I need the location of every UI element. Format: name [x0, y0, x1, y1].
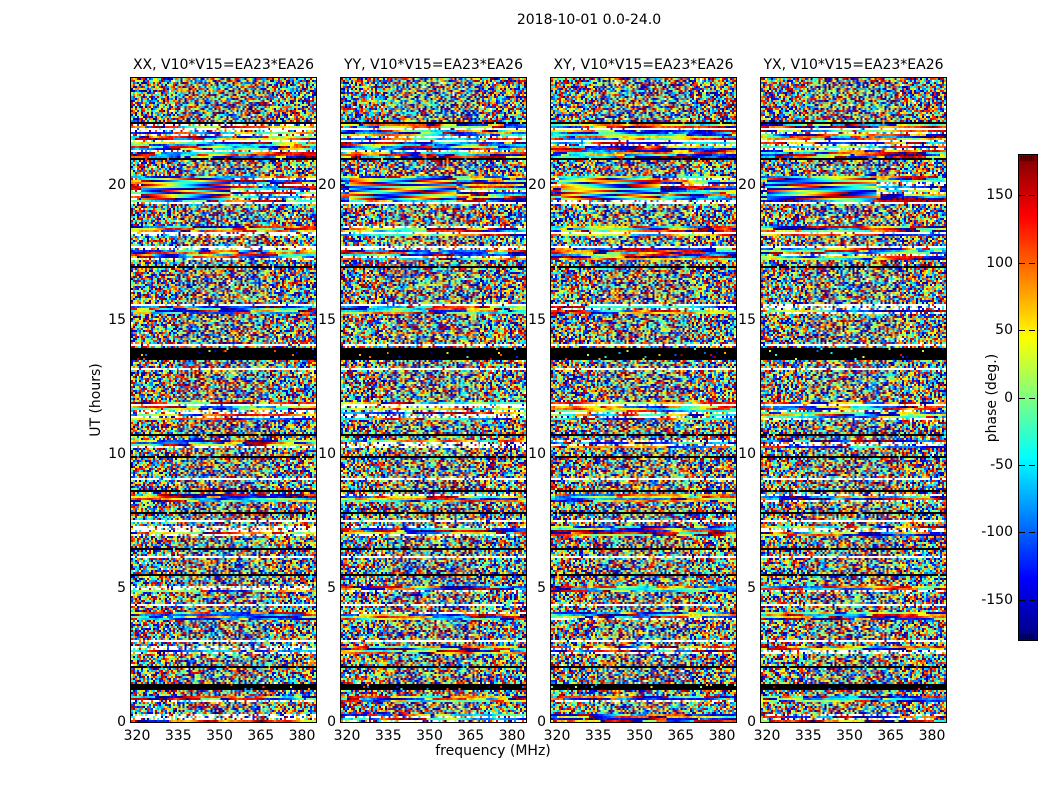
- y-axis-label: UT (hours): [88, 363, 104, 437]
- panel-title-xx: XX, V10*V15=EA23*EA26: [132, 57, 315, 73]
- x-tick-label: 350: [836, 728, 863, 744]
- x-tick-label: 365: [247, 728, 275, 744]
- x-tick-label: 350: [626, 728, 653, 744]
- heatmap-canvas-yx: [761, 78, 946, 722]
- y-tick-label: 15: [738, 311, 756, 328]
- x-tick-label: 320: [333, 728, 361, 744]
- x-tick-label: 365: [877, 728, 905, 744]
- colorbar-tick-mark: [1019, 532, 1025, 534]
- colorbar-tick-label: 0: [1004, 389, 1013, 406]
- colorbar-tick-label: 50: [995, 322, 1013, 339]
- colorbar-label: phase (deg.): [984, 353, 1000, 443]
- x-tick-label: 380: [708, 728, 736, 744]
- y-tick-label: 5: [117, 579, 126, 596]
- colorbar-tick-mark: [1029, 195, 1035, 197]
- y-tick-label: 20: [528, 177, 546, 194]
- y-tick-label: 10: [738, 445, 756, 462]
- colorbar-tick-mark: [1029, 330, 1035, 332]
- x-tick-label: 350: [206, 728, 233, 744]
- x-tick-label: 335: [164, 728, 192, 744]
- panel-title-yy: YY, V10*V15=EA23*EA26: [344, 57, 523, 73]
- x-tick-label: 335: [584, 728, 612, 744]
- heatmap-canvas-xx: [131, 78, 316, 722]
- y-tick-label: 5: [747, 579, 756, 596]
- y-tick-label: 0: [537, 714, 546, 730]
- heatmap-canvas-xy: [551, 78, 736, 722]
- heatmap-panel-xx: [130, 77, 317, 723]
- x-tick-label: 335: [374, 728, 402, 744]
- heatmap-panel-xy: [550, 77, 737, 723]
- y-tick-label: 20: [108, 177, 126, 194]
- y-tick-label: 5: [327, 579, 336, 596]
- colorbar-tick-mark: [1019, 195, 1025, 197]
- figure-title: 2018-10-01 0.0-24.0: [516, 12, 662, 28]
- x-tick-label: 380: [498, 728, 526, 744]
- y-tick-label: 10: [318, 445, 336, 462]
- colorbar-tick-mark: [1029, 464, 1035, 466]
- colorbar-tick-mark: [1029, 599, 1035, 601]
- y-tick-label: 15: [318, 311, 336, 328]
- heatmap-panel-yy: [340, 77, 527, 723]
- panel-title-yx: YX, V10*V15=EA23*EA26: [763, 57, 944, 73]
- x-tick-label: 350: [416, 728, 443, 744]
- y-tick-label: 0: [747, 714, 756, 730]
- y-tick-label: 20: [318, 177, 336, 194]
- x-tick-label: 335: [794, 728, 822, 744]
- x-axis-label: frequency (MHz): [435, 743, 551, 759]
- y-tick-label: 5: [537, 579, 546, 596]
- colorbar-tick-label: 100: [986, 254, 1013, 271]
- heatmap-panel-yx: [760, 77, 947, 723]
- y-tick-label: 15: [108, 311, 126, 328]
- x-tick-label: 320: [753, 728, 781, 744]
- colorbar-tick-mark: [1019, 397, 1025, 399]
- colorbar-tick-mark: [1029, 262, 1035, 264]
- colorbar-tick-label: 150: [986, 187, 1013, 204]
- x-tick-label: 380: [918, 728, 946, 744]
- y-tick-label: 20: [738, 177, 756, 194]
- colorbar-tick-label: -100: [981, 524, 1013, 541]
- colorbar-tick-label: -150: [981, 591, 1013, 608]
- colorbar-tick-mark: [1029, 532, 1035, 534]
- y-tick-label: 10: [528, 445, 546, 462]
- colorbar-tick-mark: [1019, 464, 1025, 466]
- x-tick-label: 320: [543, 728, 571, 744]
- colorbar-canvas: [1019, 155, 1037, 640]
- colorbar-frame: [1018, 154, 1038, 641]
- y-tick-label: 0: [117, 714, 126, 730]
- panel-title-xy: XY, V10*V15=EA23*EA26: [553, 57, 734, 73]
- x-tick-label: 365: [667, 728, 695, 744]
- x-tick-label: 320: [123, 728, 151, 744]
- y-tick-label: 15: [528, 311, 546, 328]
- colorbar-tick-mark: [1019, 599, 1025, 601]
- heatmap-canvas-yy: [341, 78, 526, 722]
- x-tick-label: 365: [457, 728, 485, 744]
- y-tick-label: 0: [327, 714, 336, 730]
- colorbar-tick-mark: [1019, 330, 1025, 332]
- colorbar-tick-label: -50: [990, 456, 1013, 473]
- colorbar-tick-mark: [1019, 262, 1025, 264]
- x-tick-label: 380: [288, 728, 316, 744]
- colorbar-tick-mark: [1029, 397, 1035, 399]
- y-tick-label: 10: [108, 445, 126, 462]
